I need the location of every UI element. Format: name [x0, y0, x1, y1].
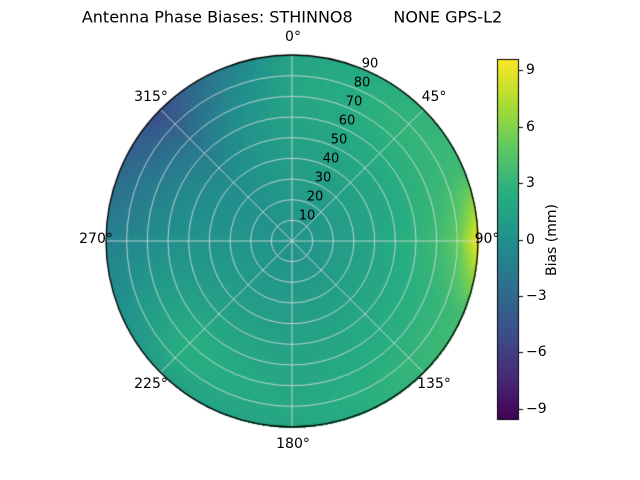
- chart-title: Antenna Phase Biases: STHINNO8 NONE GPS-…: [81, 7, 503, 27]
- theta-label-180deg: 180°: [276, 436, 310, 452]
- theta-label-0deg: 0°: [285, 29, 301, 45]
- r-label-10: 10: [298, 208, 316, 224]
- r-label-80: 80: [353, 75, 371, 91]
- theta-label-270deg: 270°: [79, 231, 113, 247]
- r-label-60: 60: [338, 113, 356, 129]
- colorbar-axis-label: Bias (mm): [544, 203, 560, 277]
- theta-label-45deg: 45°: [421, 89, 447, 105]
- colorbar-tick-0: 0: [526, 232, 535, 248]
- theta-label-225deg: 225°: [134, 376, 168, 392]
- colorbar-tick-6: 6: [526, 119, 535, 135]
- r-label-30: 30: [314, 170, 332, 186]
- r-label-90: 90: [361, 56, 379, 72]
- r-label-20: 20: [306, 189, 324, 205]
- r-label-40: 40: [322, 151, 340, 167]
- colorbar-tick-minus3: −3: [526, 288, 547, 304]
- colorbar-tick-3: 3: [526, 175, 535, 191]
- r-label-50: 50: [330, 132, 348, 148]
- colorbar-tick-9: 9: [526, 62, 535, 78]
- theta-label-315deg: 315°: [134, 89, 168, 105]
- r-label-70: 70: [345, 94, 363, 110]
- theta-label-135deg: 135°: [417, 376, 451, 392]
- colorbar-tick-minus9: −9: [526, 401, 547, 417]
- colorbar-tick-minus6: −6: [526, 344, 547, 360]
- theta-label-90deg: 90°: [474, 231, 500, 247]
